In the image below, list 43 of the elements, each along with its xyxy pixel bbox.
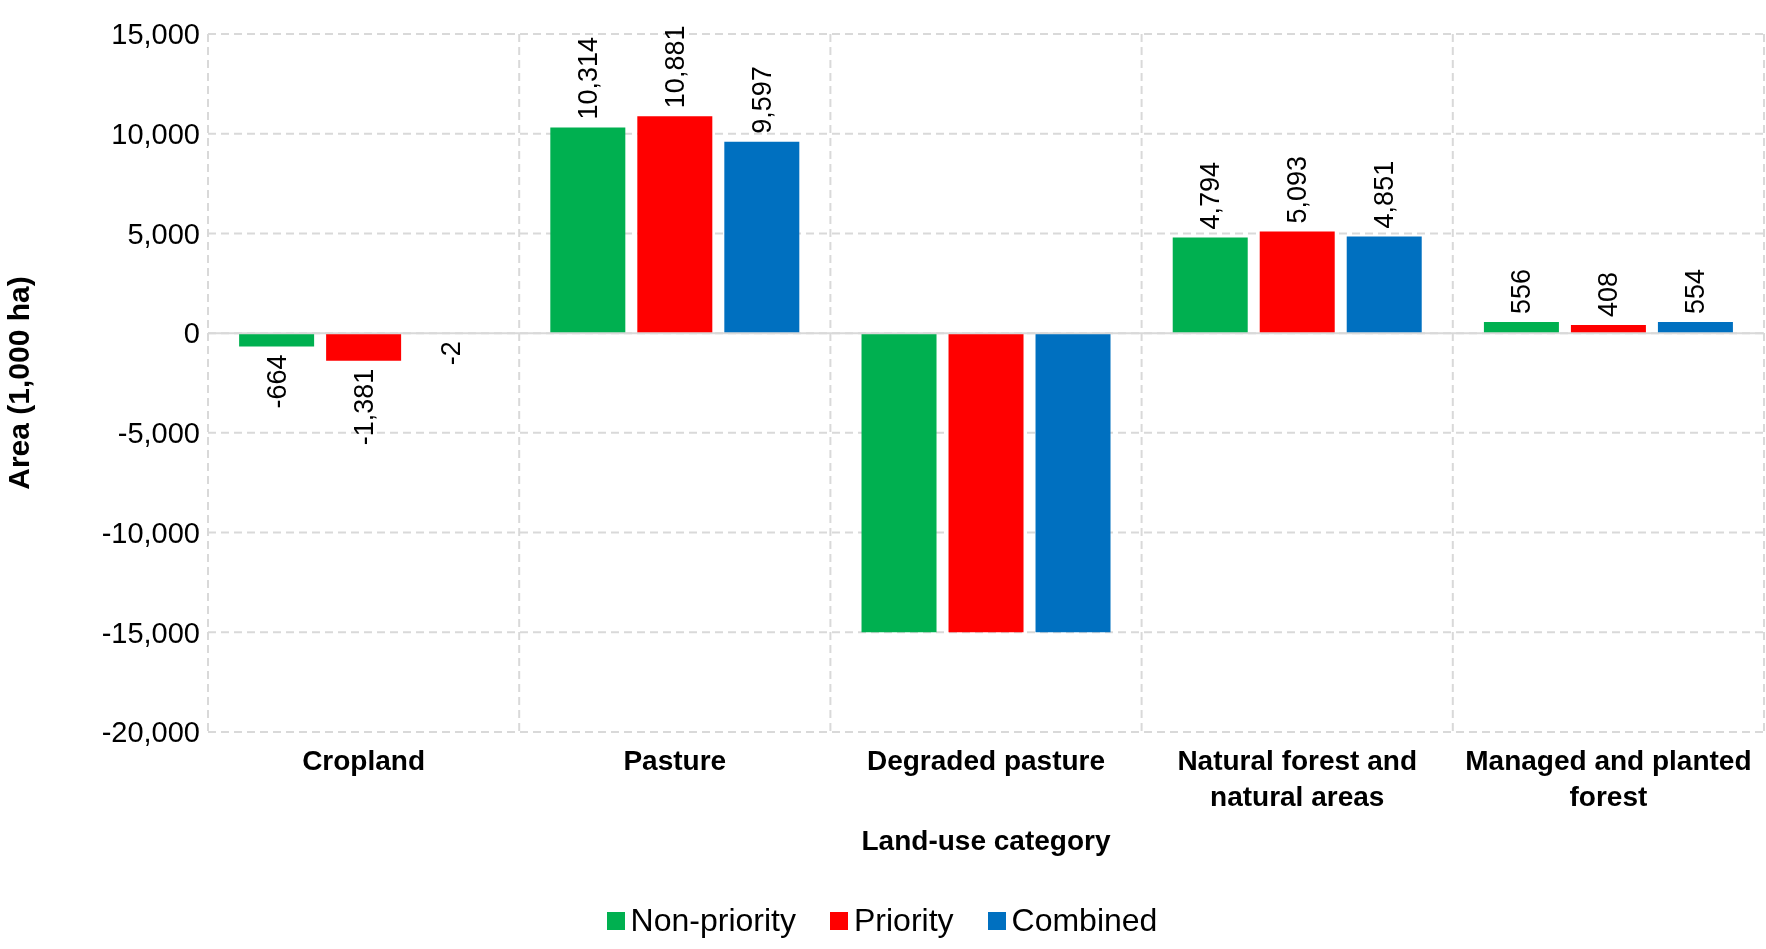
y-tick-label: -5,000 (117, 417, 200, 450)
data-label: 10,314 (572, 36, 603, 120)
y-tick-label: 15,000 (111, 18, 200, 51)
bar (1657, 322, 1733, 334)
bar (326, 333, 402, 361)
data-label: 9,597 (746, 66, 777, 134)
y-axis-title: Area (1,000 ha) (1, 276, 35, 490)
bar (948, 333, 1024, 633)
bar (1035, 333, 1111, 633)
bar (1346, 236, 1422, 334)
legend-label: Non-priority (630, 902, 796, 939)
x-tick-label: Degraded pasture (866, 745, 1106, 776)
bar (724, 141, 800, 334)
y-tick-label: -10,000 (101, 516, 200, 549)
data-label: 10,881 (659, 25, 690, 109)
data-label: 5,093 (1282, 156, 1313, 224)
bar (239, 333, 315, 347)
data-label: 4,794 (1195, 161, 1226, 230)
bar (861, 333, 937, 633)
data-label: 554 (1680, 269, 1711, 315)
data-label: -664 (261, 354, 292, 409)
x-tick-label: Managed and planted forest (1465, 745, 1752, 812)
x-axis-title: Land-use category (861, 825, 1111, 856)
x-tick-label: Pasture (623, 745, 727, 776)
bar (637, 116, 713, 334)
data-label: 408 (1593, 271, 1624, 318)
legend-label: Priority (853, 902, 954, 939)
x-tick-label: Natural forest and natural areas (1177, 745, 1417, 812)
y-tick-label: -15,000 (101, 616, 200, 649)
data-label: -1,381 (348, 368, 379, 446)
legend-label: Combined (1011, 902, 1158, 939)
bar (1483, 322, 1559, 334)
data-label: 556 (1506, 268, 1537, 315)
y-tick-label: 10,000 (111, 118, 200, 151)
bar (1172, 237, 1248, 334)
data-label: -2 (435, 341, 466, 366)
y-tick-label: 0 (183, 317, 200, 350)
y-tick-label: 5,000 (127, 217, 200, 250)
bar (550, 127, 626, 334)
data-label: 4,851 (1369, 160, 1400, 229)
bar (1259, 231, 1335, 334)
y-tick-label: -20,000 (101, 716, 200, 749)
x-tick-label: Cropland (302, 745, 426, 776)
